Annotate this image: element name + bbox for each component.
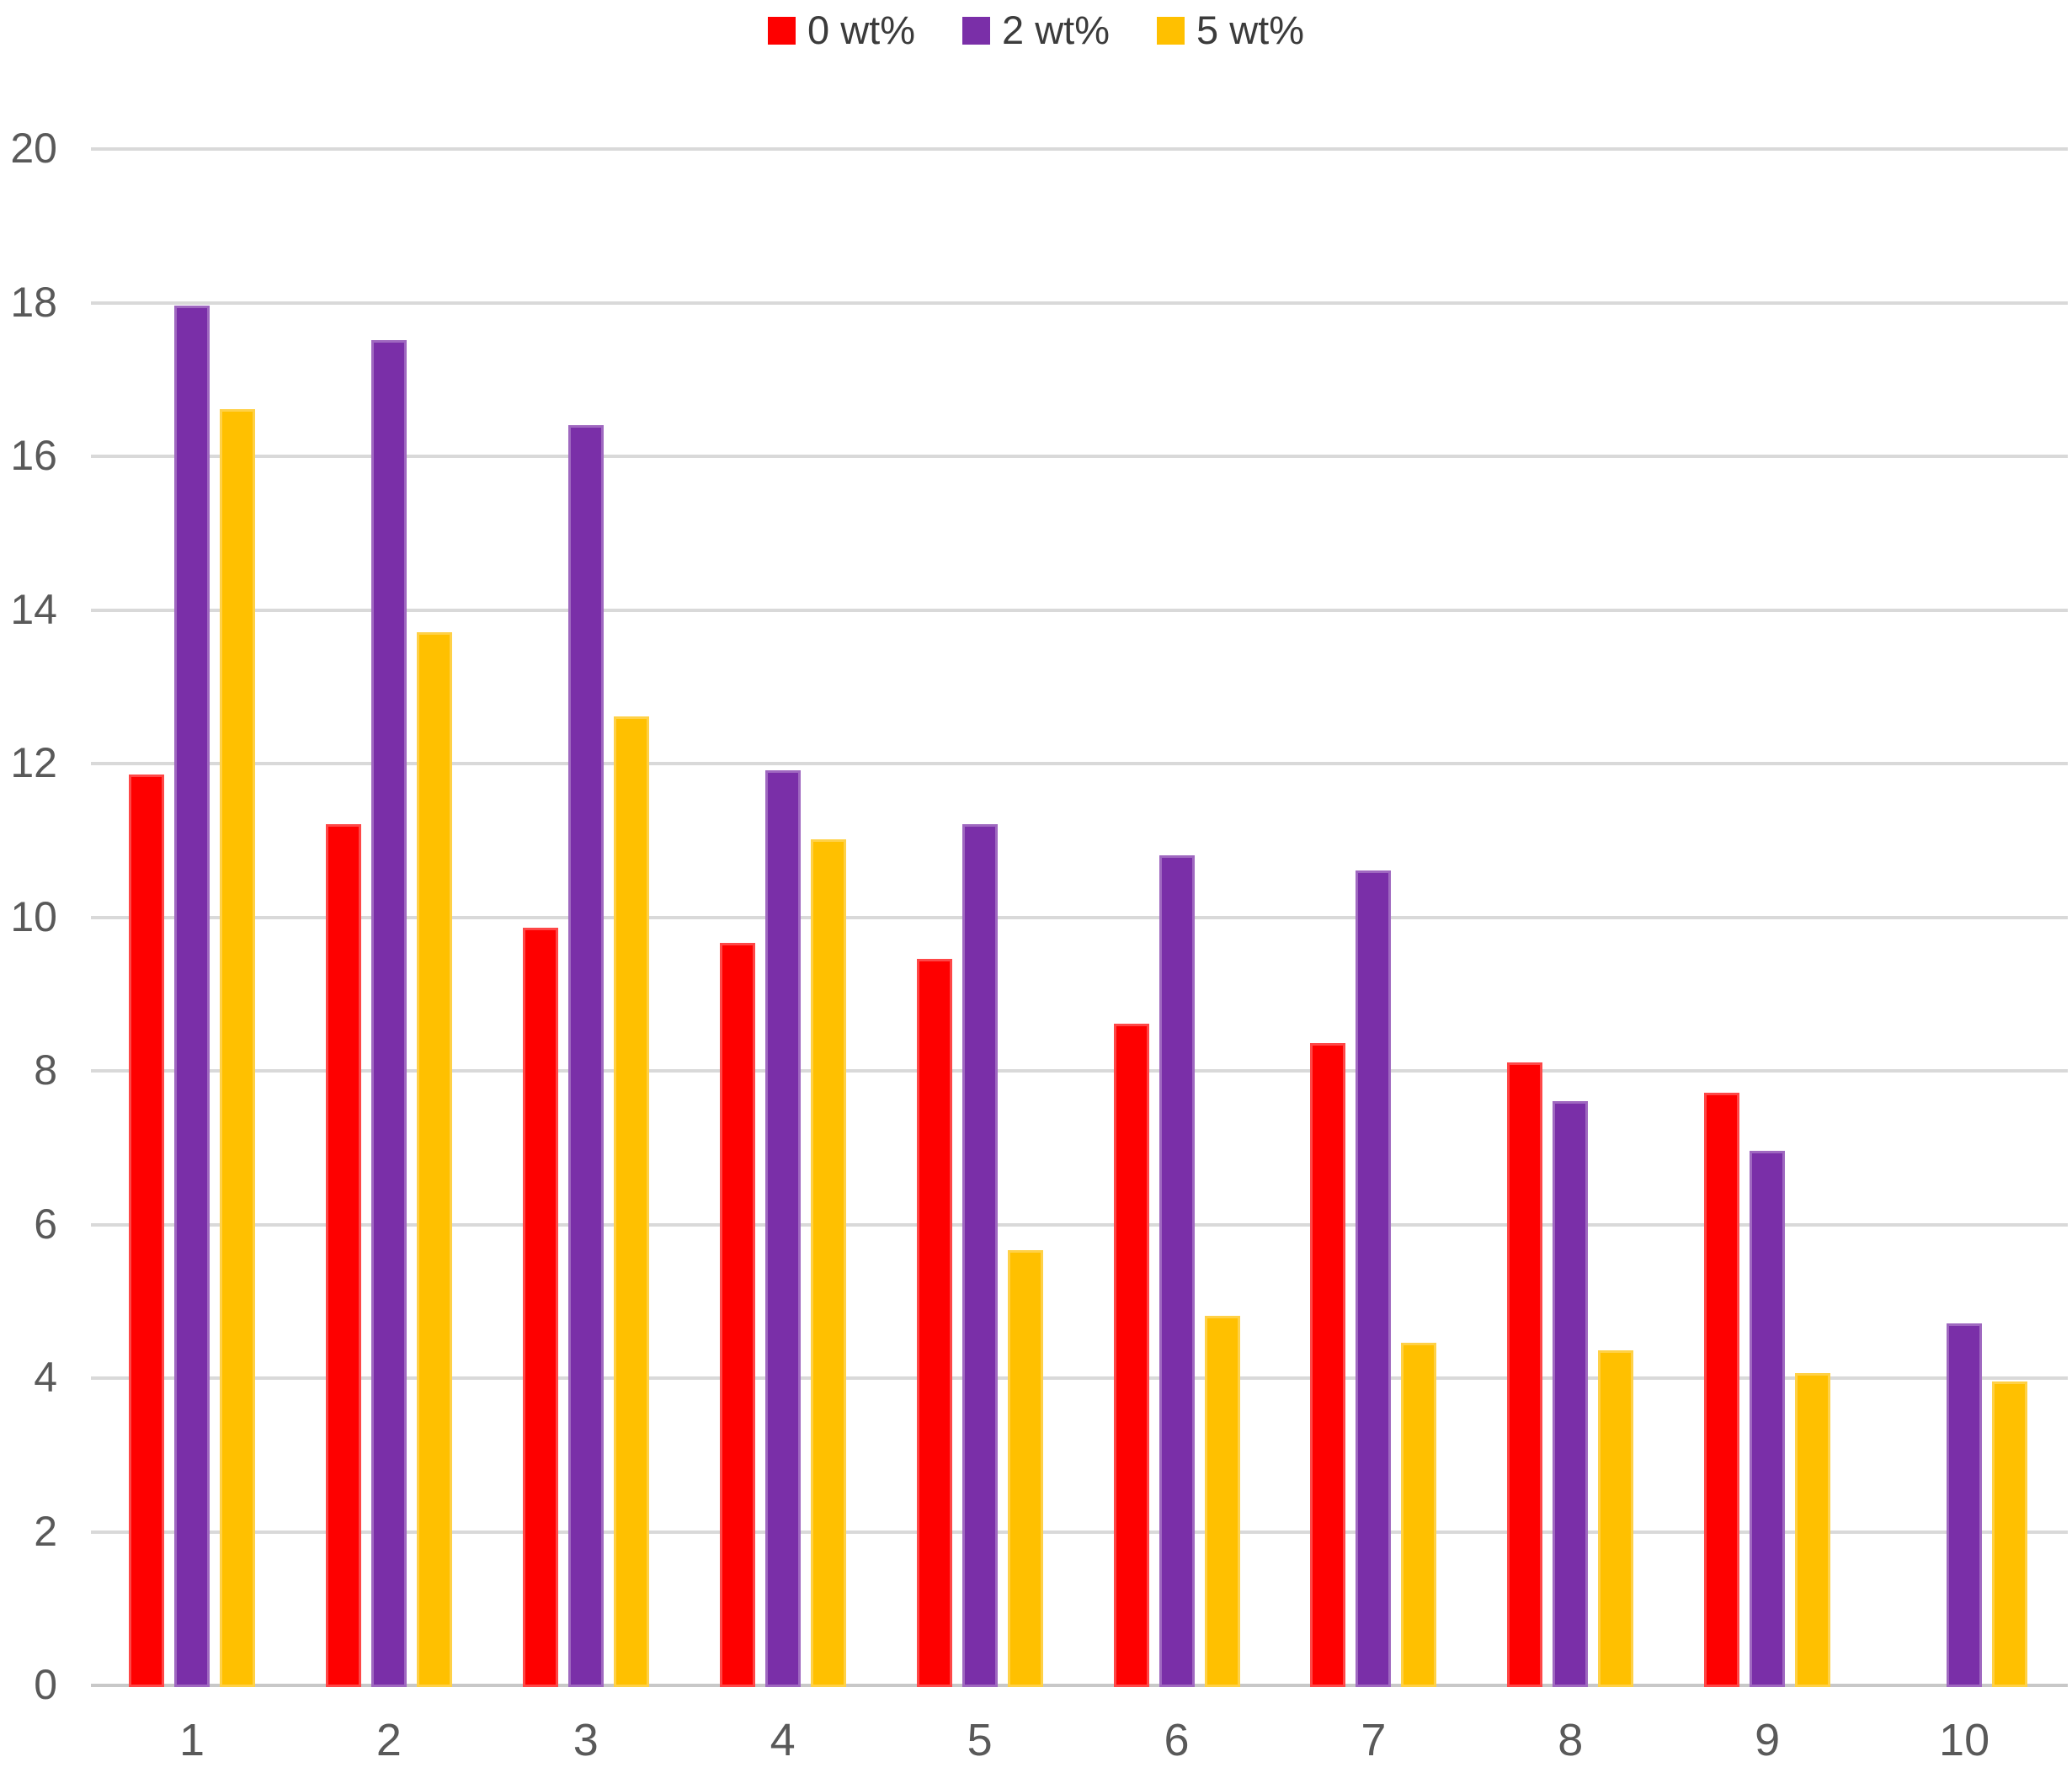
x-axis-label-5: 5 [967,1715,993,1765]
gridline-16 [91,455,2068,458]
y-axis-label-14: 14 [10,585,57,633]
bar-0wt-4 [719,943,755,1687]
gridline-2 [91,1530,2068,1534]
bar-0wt-1 [129,774,164,1687]
gridline-20 [91,147,2068,151]
bar-5wt-7 [1401,1342,1437,1687]
bar-5wt-5 [1007,1250,1043,1687]
x-axis-line [91,1684,2068,1687]
legend: 0 wt% 2 wt% 5 wt% [0,5,2072,56]
legend-item-2wt: 2 wt% [962,5,1110,56]
y-axis-label-6: 6 [34,1200,57,1248]
bar-5wt-10 [1992,1381,2028,1687]
bar-5wt-2 [416,631,452,1687]
bar-0wt-7 [1310,1043,1346,1687]
y-axis-label-16: 16 [10,432,57,479]
bar-2wt-2 [370,340,407,1687]
gridline-18 [91,301,2068,305]
y-axis-label-8: 8 [34,1046,57,1094]
y-axis-label-12: 12 [10,739,57,786]
bar-0wt-8 [1507,1062,1543,1687]
x-axis-label-10: 10 [1939,1715,1990,1765]
bar-2wt-7 [1356,870,1392,1687]
bar-0wt-5 [916,958,952,1687]
y-axis-label-18: 18 [10,278,57,326]
y-axis-label-10: 10 [10,892,57,940]
legend-label-2wt: 2 wt% [1002,8,1110,52]
bar-5wt-1 [220,409,255,1687]
bar-5wt-3 [613,716,649,1687]
gridline-8 [91,1069,2068,1073]
legend-swatch-5wt [1157,16,1185,45]
gridline-6 [91,1222,2068,1227]
x-axis-label-6: 6 [1164,1715,1190,1765]
bar-2wt-4 [764,770,801,1687]
bar-2wt-6 [1159,854,1195,1687]
bar-5wt-6 [1204,1316,1240,1687]
legend-swatch-2wt [962,16,990,45]
bar-5wt-9 [1795,1373,1831,1687]
y-axis-label-2: 2 [34,1507,57,1555]
y-axis-label-20: 20 [10,125,57,172]
legend-item-5wt: 5 wt% [1157,5,1304,56]
legend-label-0wt: 0 wt% [807,8,915,52]
bar-2wt-8 [1553,1100,1589,1687]
bar-2wt-10 [1947,1323,1983,1687]
bar-0wt-3 [522,928,558,1687]
gridline-14 [91,608,2068,612]
x-axis-label-9: 9 [1755,1715,1781,1765]
bar-2wt-9 [1750,1150,1786,1687]
y-axis-label-0: 0 [34,1661,57,1708]
x-axis-label-2: 2 [376,1715,402,1765]
x-axis-label-7: 7 [1361,1715,1387,1765]
bar-0wt-6 [1113,1024,1149,1687]
legend-swatch-0wt [768,16,796,45]
bar-2wt-1 [174,306,210,1687]
bar-0wt-2 [325,824,361,1687]
gridline-10 [91,915,2068,919]
legend-label-5wt: 5 wt% [1196,8,1304,52]
x-axis-label-4: 4 [770,1715,796,1765]
x-axis-label-3: 3 [573,1715,599,1765]
y-axis-label-4: 4 [34,1354,57,1401]
gridline-4 [91,1376,2068,1380]
bar-0wt-9 [1704,1093,1740,1687]
bar-2wt-3 [567,424,604,1687]
legend-item-0wt: 0 wt% [768,5,915,56]
x-axis-label-1: 1 [178,1715,205,1765]
bar-2wt-5 [961,824,998,1687]
bar-5wt-4 [810,839,846,1687]
bar-5wt-8 [1598,1350,1634,1687]
x-axis-label-8: 8 [1558,1715,1584,1765]
gridline-12 [91,762,2068,765]
